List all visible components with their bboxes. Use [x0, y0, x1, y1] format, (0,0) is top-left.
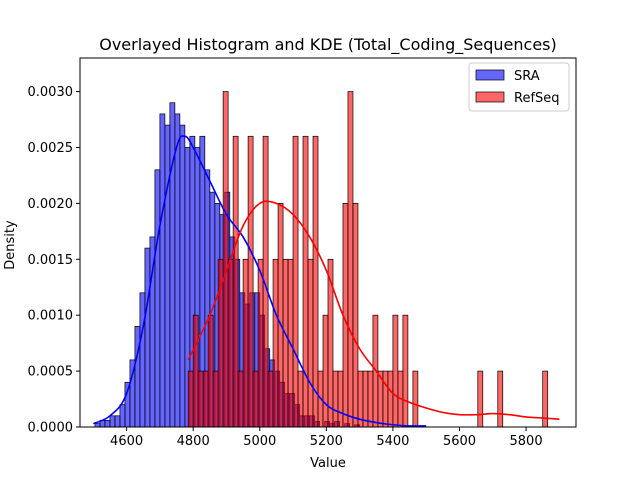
refseq-bar — [302, 135, 309, 428]
sra-bar — [179, 124, 186, 428]
x-tick-label: 4600 — [110, 434, 143, 449]
sra-bar — [169, 102, 176, 428]
sra-bar — [154, 169, 161, 428]
sra-bar — [139, 292, 146, 428]
y-tick-label: 0.0000 — [28, 421, 74, 436]
sra-kde-line — [92, 135, 427, 427]
axes — [79, 57, 577, 428]
sra-bar — [164, 124, 171, 428]
y-tick-label: 0.0030 — [28, 85, 74, 100]
refseq-bar — [477, 370, 484, 428]
x-axis-label: Value — [310, 456, 346, 471]
refseq-bar — [392, 314, 399, 428]
refseq-bar — [192, 314, 199, 428]
refseq-bar — [282, 258, 289, 428]
refseq-bar — [352, 203, 359, 428]
refseq-bar — [337, 370, 344, 428]
refseq-bar — [267, 370, 274, 428]
legend-swatch-refseq — [475, 91, 505, 103]
refseq-bar — [257, 258, 264, 428]
refseq-bar — [222, 91, 229, 428]
refseq-bar — [247, 135, 254, 428]
y-tick-label: 0.0010 — [28, 309, 74, 324]
refseq-bar — [277, 203, 284, 428]
y-tick-label: 0.0005 — [28, 365, 74, 380]
refseq-bar — [187, 370, 194, 428]
x-tick-label: 5600 — [443, 434, 476, 449]
sra-bar — [119, 404, 126, 428]
sra-bar — [174, 113, 181, 428]
sra-bar — [114, 415, 121, 428]
legend-label-sra: SRA — [514, 69, 540, 84]
legend-label-refseq: RefSeq — [514, 91, 560, 106]
refseq-bar — [387, 370, 394, 428]
legend: SRA RefSeq — [468, 62, 570, 112]
refseq-bar — [312, 135, 319, 428]
refseq-bar — [497, 370, 504, 428]
refseq-bar — [242, 258, 249, 428]
refseq-histogram — [187, 91, 549, 428]
refseq-bar — [212, 370, 219, 428]
y-tick-label: 0.0015 — [28, 253, 74, 268]
legend-swatch-sra — [475, 69, 505, 81]
refseq-bar — [347, 91, 354, 428]
y-axis-label: Density — [3, 220, 18, 270]
refseq-bar — [367, 370, 374, 428]
refseq-bar — [362, 370, 369, 428]
refseq-kde-line — [187, 200, 560, 420]
x-tick-label: 5400 — [376, 434, 409, 449]
sra-bar — [149, 236, 156, 428]
refseq-bar — [237, 370, 244, 428]
sra-bar — [134, 326, 141, 428]
y-tick-label: 0.0020 — [28, 197, 74, 212]
sra-bar — [144, 247, 151, 428]
refseq-bar — [412, 370, 419, 428]
refseq-bar — [232, 135, 239, 428]
axes-frame — [79, 57, 577, 428]
y-axis-ticks: 0.0000 0.0005 0.0010 0.0015 0.0020 0.0025 0.00… — [28, 85, 80, 436]
x-tick-label: 5200 — [310, 434, 343, 449]
refseq-bar — [382, 370, 389, 428]
refseq-bar — [332, 370, 339, 428]
sra-bar — [94, 423, 101, 428]
refseq-bar — [202, 370, 209, 428]
refseq-bar — [197, 370, 204, 428]
x-tick-label: 5000 — [243, 434, 276, 449]
refseq-bar — [207, 314, 214, 428]
refseq-bar — [252, 370, 259, 428]
y-tick-label: 0.0025 — [28, 141, 74, 156]
refseq-bar — [402, 314, 409, 428]
kde-lines — [92, 135, 560, 427]
refseq-bar — [272, 258, 279, 428]
refseq-bar — [292, 135, 299, 428]
x-tick-label: 4800 — [177, 434, 210, 449]
refseq-bar — [227, 258, 234, 428]
sra-bar — [159, 113, 166, 428]
refseq-bar — [307, 258, 314, 428]
sra-bar — [109, 415, 116, 428]
x-axis-ticks: 4600 4800 5000 5200 5400 5600 5800 — [110, 427, 543, 449]
refseq-bar — [322, 314, 329, 428]
chart-title: Overlayed Histogram and KDE (Total_Codin… — [99, 35, 557, 55]
x-tick-label: 5800 — [510, 434, 543, 449]
refseq-bar — [297, 370, 304, 428]
sra-bar — [104, 419, 111, 428]
